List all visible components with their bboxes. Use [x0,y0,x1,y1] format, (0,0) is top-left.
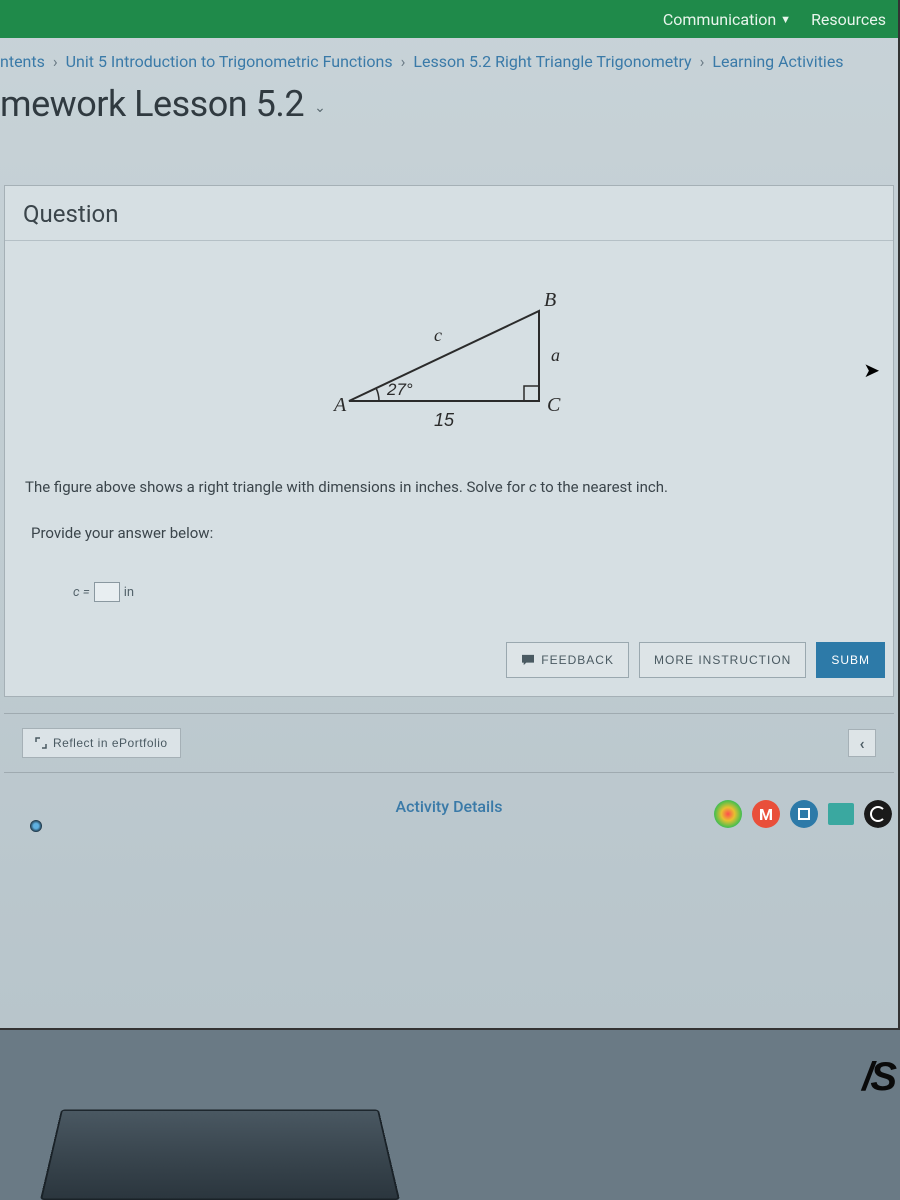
reflect-label: Reflect in ePortfolio [53,736,168,750]
crumb-activities[interactable]: Learning Activities [712,52,843,71]
answer-input[interactable] [94,582,120,602]
nav-communication[interactable]: Communication ▼ [663,10,791,29]
side-c-label: c [434,325,442,345]
more-instruction-button[interactable]: MORE INSTRUCTION [639,642,806,678]
feedback-button[interactable]: FEEDBACK [506,642,629,678]
nav-resources-label: Resources [811,10,886,29]
reflect-bar: Reflect in ePortfolio ‹ [4,713,894,773]
question-heading: Question [5,186,893,241]
submit-button[interactable]: SUBM [816,642,885,678]
breadcrumb-sep: › [53,52,58,71]
speech-bubble-icon [521,654,535,666]
feedback-label: FEEDBACK [541,653,614,667]
chevron-left-icon: ‹ [860,734,865,753]
laptop-keyboard [40,1110,400,1200]
answer-row: c = in [5,548,893,642]
breadcrumb: ntents › Unit 5 Introduction to Trigonom… [0,38,898,77]
nav-communication-label: Communication [663,10,776,29]
crumb-lesson[interactable]: Lesson 5.2 Right Triangle Trigonometry [413,52,691,71]
gmail-icon[interactable]: M [752,800,780,828]
app-circle-icon[interactable] [864,800,892,828]
more-instruction-label: MORE INSTRUCTION [654,653,791,667]
angle-label: 27° [386,380,413,399]
desc-var: c [529,478,537,496]
laptop-brand-logo: /S [862,1055,894,1100]
crumb-unit[interactable]: Unit 5 Introduction to Trigonometric Fun… [66,52,393,71]
webcam-indicator-icon [30,820,42,832]
breadcrumb-sep: › [700,52,705,71]
question-description: The figure above shows a right triangle … [5,456,893,506]
expand-icon [35,737,47,749]
base-label: 15 [434,410,455,430]
nav-resources[interactable]: Resources [811,10,886,29]
chevron-down-icon[interactable]: ⌄ [314,100,326,116]
page-title: mework Lesson 5.2 [0,83,304,125]
triangle-figure: A B C c a 27° 15 [5,241,893,456]
top-nav-bar: Communication ▼ Resources [0,0,898,38]
prev-nav-button[interactable]: ‹ [848,729,876,757]
button-row: FEEDBACK MORE INSTRUCTION SUBM [5,642,893,696]
vertex-b-label: B [544,289,556,311]
submit-label: SUBM [831,653,870,667]
screen-area: Communication ▼ Resources ntents › Unit … [0,0,900,1030]
os-taskbar: M [714,800,892,828]
chevron-down-icon: ▼ [780,13,791,26]
folder-icon[interactable] [828,803,854,825]
app-icon[interactable] [790,800,818,828]
chrome-icon[interactable] [714,800,742,828]
desc-pre: The figure above shows a right triangle … [25,478,529,496]
provide-label: Provide your answer below: [5,506,893,548]
crumb-contents[interactable]: ntents [0,52,45,71]
reflect-eportfolio-button[interactable]: Reflect in ePortfolio [22,728,181,758]
breadcrumb-sep: › [401,52,406,71]
answer-unit: in [124,585,134,600]
page-title-row: mework Lesson 5.2 ⌄ [0,77,898,135]
vertex-a-label: A [332,394,347,416]
desc-post: to the nearest inch. [537,478,668,496]
answer-lhs: c = [73,585,90,600]
vertex-c-label: C [547,394,561,416]
cursor-icon: ➤ [863,358,880,382]
question-card: Question A B C c a 27° 15 The figure abo… [4,185,894,697]
side-a-label: a [551,345,560,365]
